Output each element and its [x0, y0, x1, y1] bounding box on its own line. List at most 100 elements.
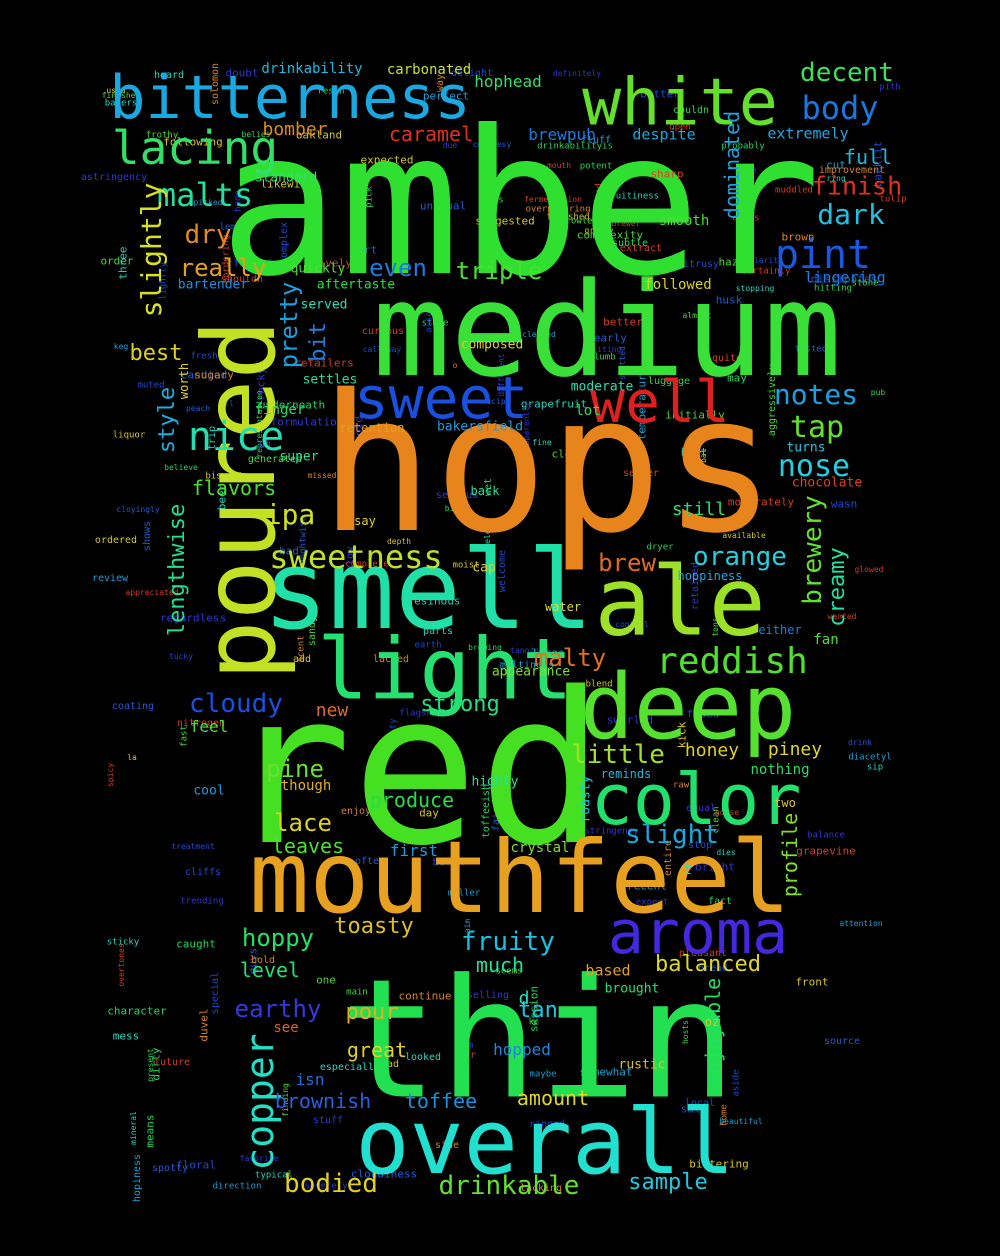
word-small-51: available: [722, 531, 766, 540]
word-small-135: fact: [707, 896, 733, 907]
word-cloudy: cloudy: [189, 689, 283, 719]
word-small-211: citrusy: [676, 259, 720, 270]
word-well: well: [590, 368, 730, 436]
word-sharp: sharp: [650, 167, 684, 181]
word-feel: feel: [189, 717, 229, 736]
word-small-81: review: [91, 573, 129, 584]
word-t: t: [683, 862, 693, 878]
word-small-3: extract: [619, 243, 663, 254]
word-small-220: hitting: [814, 283, 852, 294]
word-small-100: formulation: [270, 415, 344, 429]
word-small-229: stopping: [735, 284, 775, 293]
word-reminds: reminds: [600, 767, 652, 781]
word-retention: retention: [339, 421, 405, 435]
word-small-76: seller: [622, 468, 660, 479]
word-small-124: picked: [193, 198, 223, 207]
word-small-89: visiting: [582, 345, 622, 354]
word-small-133: clear: [551, 447, 585, 461]
word-sweet: sweet: [353, 364, 529, 432]
word-d: d: [518, 988, 530, 1009]
word-bit: bit: [306, 322, 331, 362]
word-small-253: husk: [715, 293, 743, 307]
word-small-139: plumb: [588, 352, 616, 363]
word-cool: cool: [193, 783, 225, 799]
word-small-9: flowery: [460, 331, 504, 342]
word-small-114: swirled: [606, 713, 654, 727]
word-either: either: [758, 623, 802, 637]
word-small-22: clarity: [749, 256, 783, 265]
word-small-209: tasted: [794, 344, 828, 355]
word-orange: orange: [693, 542, 787, 572]
word-tap: tap: [789, 410, 845, 445]
word-small-250: potent: [579, 161, 613, 172]
word-small-11: shows: [142, 520, 153, 552]
word-small-166: heard: [153, 70, 185, 81]
word-small-207: sip: [866, 762, 884, 773]
word-small-240: sure: [737, 166, 757, 175]
word-small-178: maybe: [529, 1069, 557, 1080]
word-strong: strong: [420, 692, 500, 717]
word-smooth: smooth: [658, 213, 710, 229]
word-small-187: nearly: [587, 331, 627, 345]
word-nice: nice: [187, 414, 285, 460]
word-cap: cap: [472, 560, 496, 576]
word-pretty: pretty: [275, 281, 303, 369]
word-small-1: future: [153, 1057, 191, 1068]
word-small-87: brick: [370, 777, 396, 786]
word-oz: oz: [704, 1015, 720, 1029]
word-brewery: brewery: [798, 495, 828, 605]
word-small-219: growler: [560, 216, 598, 227]
word-small-125: definitely: [552, 69, 602, 78]
word-small-61: cloudiness: [350, 1167, 418, 1181]
word-small-184: regardless: [159, 611, 227, 625]
word-small-95: coating: [111, 701, 155, 712]
word-lot: lot: [575, 403, 601, 419]
word-small-85: grapevine: [796, 844, 856, 858]
word-small-200: often: [354, 856, 386, 867]
word-copper: copper: [238, 1033, 282, 1171]
word-turns: turns: [786, 440, 826, 456]
word-small-147: grassy: [584, 226, 614, 235]
word-finish: finish: [811, 171, 903, 201]
word-small-248: continue: [398, 989, 452, 1003]
word-small-215: ringed: [528, 1119, 566, 1130]
word-hoppy: hoppy: [241, 924, 315, 952]
word-really: really: [179, 254, 267, 282]
word-small-144: blend: [585, 679, 613, 690]
word-ale: ale: [594, 547, 766, 658]
word-small-15: source: [823, 1036, 861, 1047]
word-much: much: [475, 953, 525, 977]
word-small-150: cliffs: [184, 867, 222, 878]
word-small-151: recent: [627, 879, 667, 893]
word-small-49: curious: [361, 326, 405, 337]
word-small-188: caught: [176, 937, 216, 951]
word-small-136: seems: [495, 966, 523, 977]
word-lacing: lacing: [111, 121, 279, 175]
word-small-68: fades: [686, 707, 720, 721]
word-first: first: [389, 841, 439, 860]
word-smell: smell: [262, 526, 594, 654]
word-small-239: bakers: [104, 98, 138, 109]
word-small-258: s: [498, 195, 504, 206]
word-small-17: expect: [635, 897, 669, 908]
word-enjoyable: enjoyable: [701, 977, 725, 1087]
word-deep: deep: [579, 655, 797, 760]
word-despite: despite: [632, 125, 696, 144]
word-small-123: large: [531, 646, 565, 660]
word-small-142: overtones: [117, 943, 126, 987]
word-small-16: liquor: [112, 430, 146, 441]
word-small-131: stuff: [312, 1115, 344, 1126]
word-standard: standard: [254, 170, 318, 186]
word-medium: medium: [372, 254, 842, 406]
word-hophead: hophead: [474, 72, 542, 91]
word-piney: piney: [767, 739, 823, 760]
word-small-191: suggested: [475, 214, 535, 228]
word-isn: isn: [295, 1070, 325, 1089]
word-small-174: three: [116, 246, 130, 280]
word-small-190: multigrain: [682, 520, 744, 531]
word-small-146: cleaned: [522, 330, 556, 339]
word-small-44: mouth: [546, 161, 572, 170]
word-pine: pine: [266, 755, 324, 783]
word-small-173: mineral: [129, 1111, 138, 1145]
word-appearance: appearance: [491, 664, 571, 680]
